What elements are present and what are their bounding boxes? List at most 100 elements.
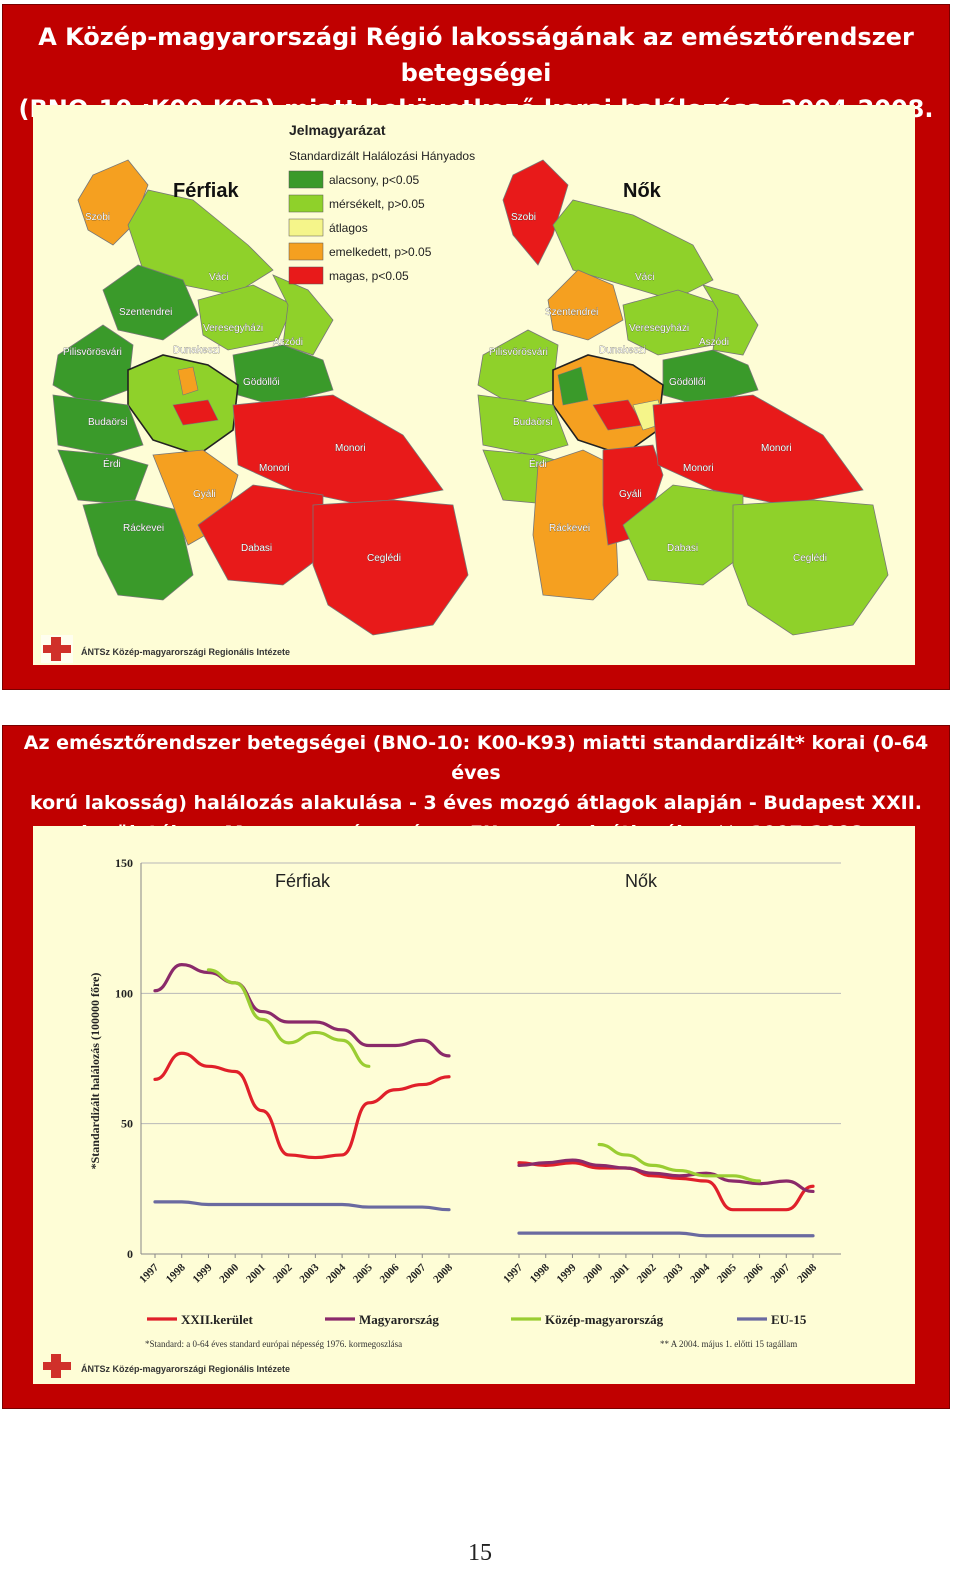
female-label-dunakeszi: Dunakeszi	[599, 345, 646, 356]
male-label-monori-1: Monori	[335, 443, 366, 454]
y-tick-label: 50	[121, 1117, 133, 1131]
female-label-szobi: Szobi	[511, 212, 536, 223]
female-label-erdi: Érdi	[529, 457, 547, 470]
map-svg: Férfiak Nők Jelmagyarázat Standardizált …	[41, 122, 889, 663]
male-label-pilisvorosvari: Pilisvörösvári	[63, 347, 122, 358]
female-region-budaorsi	[477, 394, 569, 456]
chart-female-heading: Nők	[625, 871, 658, 891]
y-tick-label: 100	[115, 986, 133, 1000]
legend-label: Közép-magyarország	[545, 1312, 664, 1327]
chart-area: 0 50 100 150 1997 1998 1999 2000 2001 2002 2003 200…	[33, 826, 915, 1384]
female-label-dabasi: Dabasi	[667, 543, 698, 554]
x-tick-label: 2004	[324, 1261, 348, 1285]
female-label-szentendrei: Szentendrei	[545, 307, 598, 318]
female-label-vaci: Váci	[635, 272, 654, 283]
legend-swatch-moderate	[288, 194, 324, 213]
male-map	[52, 159, 469, 636]
map-male-heading: Férfiak	[173, 180, 239, 202]
female-label-godolloi: Gödöllői	[669, 377, 706, 388]
male-region-monori	[232, 394, 444, 506]
female-map	[477, 159, 889, 636]
series-line-male-0	[153, 1051, 451, 1160]
female-region-szobi	[502, 159, 569, 266]
legend-subtitle: Standardizált Halálozási Hányados	[289, 149, 475, 163]
male-label-aszodi: Aszódi	[273, 337, 303, 348]
female-region-ceglédi	[732, 499, 889, 636]
series-line-female-0	[517, 1161, 815, 1212]
female-region-szentendrei	[547, 269, 624, 341]
male-label-monori-2: Monori	[259, 463, 290, 474]
chart-male-heading: Férfiak	[275, 871, 331, 891]
female-label-aszodi: Aszódi	[699, 337, 729, 348]
chart-panel: Az emésztőrendszer betegségei (BNO-10: K…	[2, 725, 950, 1409]
female-region-monori	[652, 394, 864, 506]
x-tick-label: 2000	[217, 1261, 241, 1285]
legend-swatch-low	[288, 170, 324, 189]
male-label-dabasi: Dabasi	[241, 543, 272, 554]
x-tick-label: 1997	[501, 1261, 525, 1285]
male-region-ceglédi	[312, 499, 469, 636]
x-tick-label: 2001	[608, 1262, 632, 1286]
male-label-godolloi: Gödöllői	[243, 377, 280, 388]
male-region-pilisvorosvari	[52, 324, 134, 406]
map-panel: A Közép-magyarországi Régió lakosságának…	[2, 4, 950, 690]
map-source-text: ÁNTSz Közép-magyarországi Regionális Int…	[81, 647, 290, 657]
legend-swatch-elevated	[288, 242, 324, 261]
x-tick-label: 2005	[351, 1261, 375, 1285]
series-line-male-1	[153, 963, 451, 1058]
female-region-raceve	[532, 449, 619, 601]
male-label-gyali: Gyáli	[193, 489, 216, 500]
chart-source-text: ÁNTSz Közép-magyarországi Regionális Int…	[81, 1364, 290, 1374]
male-region-raceve	[82, 499, 194, 601]
female-label-budaorsi: Budaörsi	[513, 417, 552, 428]
x-tick-label: 2001	[244, 1262, 268, 1286]
legend-swatch-average	[288, 218, 324, 237]
legend-swatch-high	[288, 266, 324, 285]
chart-y-axis-label: *Standardizált halálozás (100000 főre)	[88, 973, 102, 1170]
x-tick-label: 1999	[191, 1261, 215, 1285]
series-line-female-3	[517, 1231, 815, 1238]
male-label-cegledi: Ceglédi	[367, 553, 401, 564]
x-tick-label: 1998	[164, 1261, 188, 1285]
chart-footnote-left: *Standard: a 0-64 éves standard európai …	[145, 1339, 402, 1349]
chart-source: ÁNTSz Közép-magyarországi Regionális Int…	[43, 1354, 290, 1378]
antsz-logo-cross-h-2	[43, 1362, 71, 1370]
male-label-erdi: Érdi	[103, 457, 121, 470]
y-tick-label: 150	[115, 856, 133, 870]
chart-series	[153, 963, 815, 1238]
x-tick-label: 2002	[635, 1261, 659, 1285]
series-line-male-2	[206, 968, 371, 1068]
legend-label: XXII.kerület	[181, 1312, 254, 1327]
female-label-monori-1: Monori	[761, 443, 792, 454]
chart-footnote-right: ** A 2004. május 1. előtti 15 tagállam	[660, 1339, 797, 1349]
chart-grid	[141, 862, 841, 1255]
legend-label-moderate: mérsékelt, p>0.05	[329, 197, 425, 211]
x-tick-label: 2006	[742, 1261, 766, 1285]
male-label-budaorsi: Budaörsi	[88, 417, 127, 428]
male-region-budaorsi	[52, 394, 144, 456]
female-region-budapest-green	[557, 366, 589, 406]
map-title-line1: A Közép-magyarországi Régió lakosságának…	[38, 23, 914, 87]
female-region-godolloi	[662, 349, 759, 406]
male-region-budapest-orange	[177, 366, 199, 396]
x-tick-label: 2007	[404, 1261, 428, 1285]
x-tick-label: 1999	[555, 1261, 579, 1285]
map-legend: Jelmagyarázat Standardizált Halálozási H…	[288, 122, 475, 285]
legend-label: Magyarország	[359, 1312, 439, 1327]
chart-title-line2: korú lakosság) halálozás alakulása - 3 é…	[29, 792, 923, 814]
female-district-labels: Szobi Váci Szentendrei Veresegyházi Aszó…	[489, 212, 827, 564]
x-tick-label: 2005	[715, 1261, 739, 1285]
chart-legend: XXII.kerület Magyarország Közép-magyarorsz…	[147, 1312, 807, 1327]
female-label-raceve: Ráckevei	[549, 523, 590, 534]
legend-label-high: magas, p<0.05	[329, 269, 409, 283]
female-region-pilisvorosvari	[477, 329, 559, 406]
male-label-szobi: Szobi	[85, 212, 110, 223]
male-label-vaci: Váci	[209, 272, 228, 283]
female-label-gyali: Gyáli	[619, 489, 642, 500]
x-tick-label: 2004	[688, 1261, 712, 1285]
male-region-szentendrei	[102, 264, 199, 341]
legend-title: Jelmagyarázat	[289, 122, 386, 138]
male-label-szentendrei: Szentendrei	[119, 307, 172, 318]
female-label-pilisvorosvari: Pilisvörösvári	[489, 347, 548, 358]
